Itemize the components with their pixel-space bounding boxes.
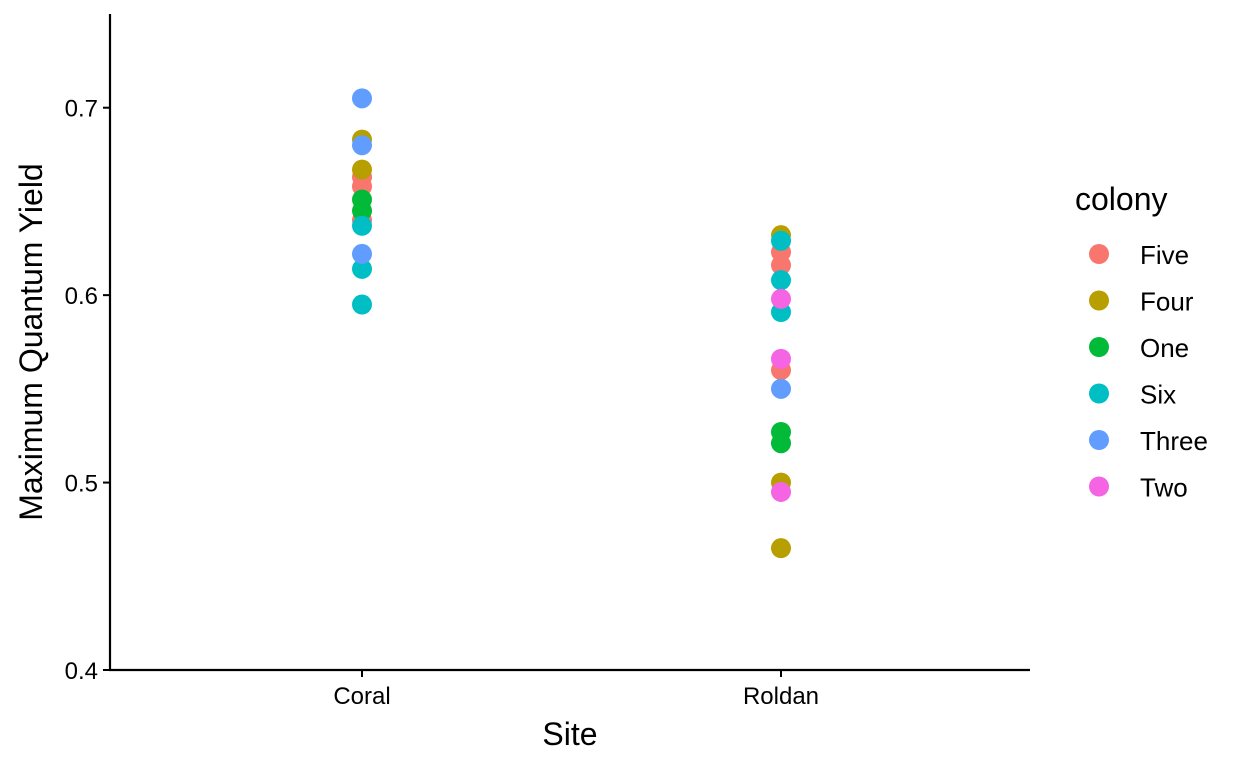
legend-key bbox=[1089, 244, 1109, 264]
legend-label: Six bbox=[1140, 380, 1176, 410]
y-axis-title: Maximum Quantum Yield bbox=[13, 163, 49, 520]
legend-key bbox=[1089, 430, 1109, 450]
legend: colony Five Four One Six Three Two bbox=[1075, 181, 1208, 503]
data-point-one bbox=[352, 200, 372, 221]
legend-title: colony bbox=[1075, 181, 1168, 217]
data-point-four bbox=[352, 159, 372, 180]
legend-label: One bbox=[1140, 333, 1189, 363]
legend-label: Three bbox=[1140, 426, 1208, 456]
data-point-two bbox=[771, 481, 791, 502]
legend-key bbox=[1089, 383, 1109, 404]
x-tick-label: Roldan bbox=[743, 683, 819, 710]
y-axis-ticks: 0.4 0.5 0.6 0.7 bbox=[65, 96, 110, 685]
y-tick-label: 0.4 bbox=[65, 658, 98, 685]
data-point-two bbox=[771, 288, 791, 309]
data-point-five bbox=[771, 255, 791, 276]
data-point-three bbox=[352, 88, 372, 109]
data-point-three bbox=[771, 378, 791, 399]
points-layer bbox=[352, 88, 791, 559]
x-axis-title: Site bbox=[542, 716, 597, 752]
data-point-one bbox=[771, 433, 791, 454]
legend-key bbox=[1089, 476, 1109, 497]
legend-label: Five bbox=[1140, 240, 1189, 270]
x-tick-label: Coral bbox=[333, 683, 390, 710]
data-point-six bbox=[771, 230, 791, 251]
data-point-six bbox=[771, 270, 791, 291]
y-tick-label: 0.7 bbox=[65, 96, 98, 123]
data-point-three bbox=[352, 243, 372, 264]
data-point-four bbox=[771, 538, 791, 559]
data-point-two bbox=[771, 348, 791, 369]
legend-label: Two bbox=[1140, 473, 1188, 503]
data-point-six bbox=[352, 294, 372, 315]
legend-key bbox=[1089, 337, 1109, 357]
data-point-six bbox=[352, 258, 372, 279]
legend-key bbox=[1089, 290, 1109, 311]
data-point-six bbox=[352, 215, 372, 236]
y-tick-label: 0.5 bbox=[65, 471, 98, 498]
legend-label: Four bbox=[1140, 287, 1194, 317]
data-point-three bbox=[352, 135, 372, 156]
x-axis-ticks: Coral Roldan bbox=[333, 670, 819, 710]
y-tick-label: 0.6 bbox=[65, 283, 98, 310]
